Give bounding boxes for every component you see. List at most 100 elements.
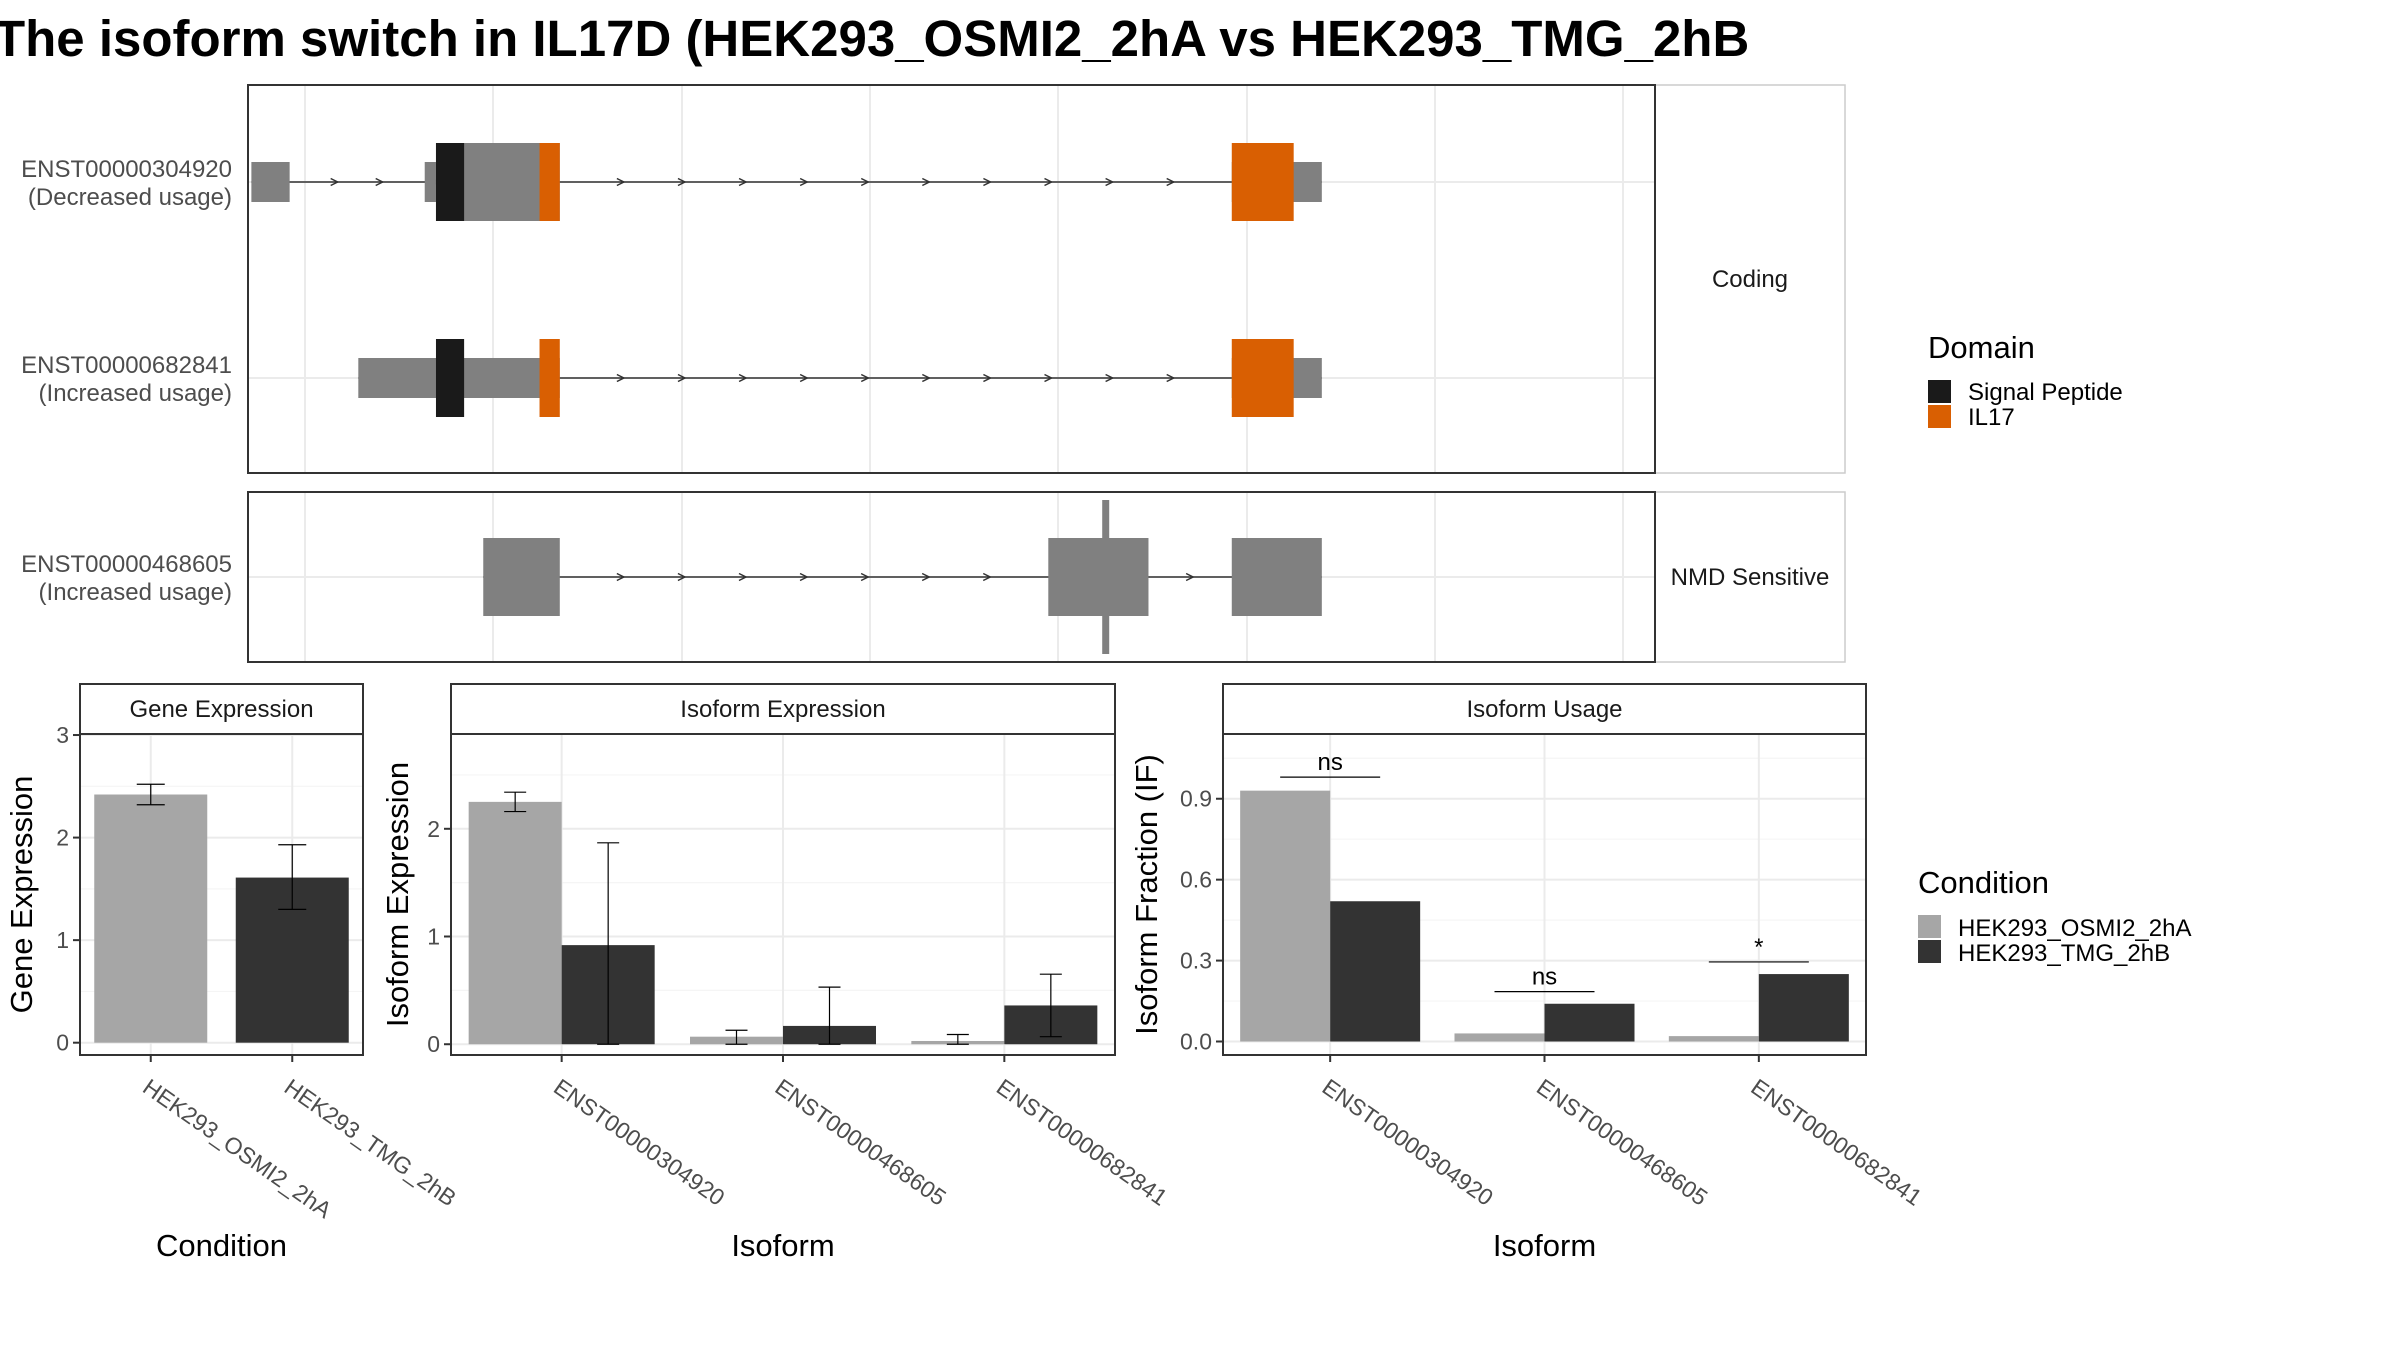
y-axis-label: Isoform Fraction (IF) (1129, 754, 1164, 1035)
legend-key (1918, 940, 1941, 963)
intron-arrow (738, 373, 748, 383)
intron-arrow (677, 177, 687, 187)
intron-arrow (677, 572, 687, 582)
bar (1240, 790, 1331, 1042)
y-tick-label: 0.3 (1180, 948, 1212, 974)
facet-border (247, 84, 1656, 474)
panel-strip (450, 683, 1116, 735)
bar (1544, 1003, 1635, 1042)
y-tick-label: 0.9 (1180, 786, 1212, 812)
bar (1668, 1036, 1759, 1042)
intron-arrow (1185, 572, 1195, 582)
transcript-ENST00000682841: ENST00000682841(Increased usage) (21, 339, 1322, 417)
intron-arrow (1044, 373, 1054, 383)
y-tick-label: 0.6 (1180, 867, 1212, 893)
transcript-id-label: ENST00000468605 (21, 551, 232, 578)
intron-arrow (799, 373, 809, 383)
intron-arrow (375, 177, 385, 187)
intron-arrow (677, 373, 687, 383)
panel-title: Gene Expression (129, 696, 313, 723)
domain-il17 (539, 143, 560, 221)
bar (1330, 901, 1421, 1042)
x-tick-label: ENST00000304920 (549, 1074, 729, 1211)
x-tick-label: ENST00000468605 (1532, 1074, 1712, 1211)
legend-title: Domain (1928, 330, 2035, 365)
intron-arrow (983, 177, 993, 187)
intron-arrow (1105, 373, 1115, 383)
structure-facet-1: NMD Sensitive ENST00000468605(Increased u… (21, 491, 1846, 663)
isoform-expression-panel: Isoform Expression 0 1 2 ENST00000304920 ENST… (380, 683, 1172, 1263)
domain-signal-peptide (435, 339, 465, 417)
y-tick-label: 2 (427, 816, 440, 842)
bar (1758, 974, 1849, 1042)
legend-key (1918, 915, 1941, 938)
bar (94, 794, 208, 1043)
panel-title: Isoform Usage (1466, 696, 1622, 723)
exon (1231, 538, 1322, 616)
x-tick-label: ENST00000468605 (770, 1074, 950, 1211)
facet-strip-label: NMD Sensitive (1671, 564, 1830, 591)
y-tick-label: 2 (56, 825, 69, 851)
intron-arrow (616, 572, 626, 582)
intron-arrow (1044, 177, 1054, 187)
legend-label: HEK293_TMG_2hB (1958, 940, 2170, 967)
intron-arrow (860, 177, 870, 187)
y-axis-label: Isoform Expression (380, 762, 415, 1027)
domain-il17 (1231, 143, 1294, 221)
x-tick-label: ENST00000682841 (1746, 1074, 1926, 1211)
y-tick-label: 0 (427, 1031, 440, 1057)
transcript-usage-label: (Decreased usage) (28, 184, 232, 211)
legend-label: Signal Peptide (1968, 379, 2123, 406)
y-tick-label: 0 (56, 1030, 69, 1056)
nmd-marker (1102, 500, 1110, 654)
legend-title: Condition (1918, 865, 2049, 900)
significance-label: ns (1532, 964, 1557, 991)
facet-strip (1654, 84, 1846, 474)
panel-strip (79, 683, 364, 735)
legend-label: IL17 (1968, 404, 2015, 431)
intron-arrow (1105, 177, 1115, 187)
domain-signal-peptide (435, 143, 465, 221)
transcript-usage-label: (Increased usage) (39, 380, 232, 407)
panel-title: Isoform Expression (680, 696, 885, 723)
figure-title: The isoform switch in IL17D (HEK293_OSMI… (0, 10, 1749, 67)
transcript-id-label: ENST00000682841 (21, 352, 232, 379)
significance-label: ns (1317, 749, 1342, 776)
intron-arrow (921, 572, 931, 582)
exon (424, 162, 436, 202)
bar (1454, 1033, 1545, 1042)
intron-arrow (1166, 177, 1176, 187)
intron-arrow (799, 177, 809, 187)
intron-arrow (921, 373, 932, 383)
legend-label: HEK293_OSMI2_2hA (1958, 915, 2191, 942)
x-axis-label: Isoform (731, 1228, 834, 1263)
y-axis-label: Gene Expression (4, 776, 39, 1014)
intron-arrow (921, 177, 932, 187)
transcript-id-label: ENST00000304920 (21, 156, 232, 183)
intron-arrow (799, 572, 809, 582)
facet-strip-label: Coding (1712, 266, 1788, 293)
facet-border (247, 491, 1656, 663)
y-tick-label: 3 (56, 722, 69, 748)
domain-il17 (1231, 339, 1294, 417)
x-axis-label: Condition (156, 1228, 287, 1263)
transcript-ENST00000304920: ENST00000304920(Decreased usage) (21, 143, 1322, 221)
facet-strip (1654, 491, 1846, 663)
intron-arrow (616, 373, 626, 383)
bar (468, 801, 562, 1045)
y-tick-label: 1 (56, 927, 69, 953)
intron-arrow (738, 572, 748, 582)
x-tick-label: ENST00000304920 (1318, 1074, 1498, 1211)
x-tick-label: ENST00000682841 (992, 1074, 1172, 1211)
intron-arrow (738, 177, 748, 187)
significance-label: * (1754, 934, 1763, 961)
legend-key (1928, 405, 1951, 428)
exon (483, 538, 560, 616)
intron-arrow (330, 177, 340, 187)
exon (251, 162, 290, 202)
